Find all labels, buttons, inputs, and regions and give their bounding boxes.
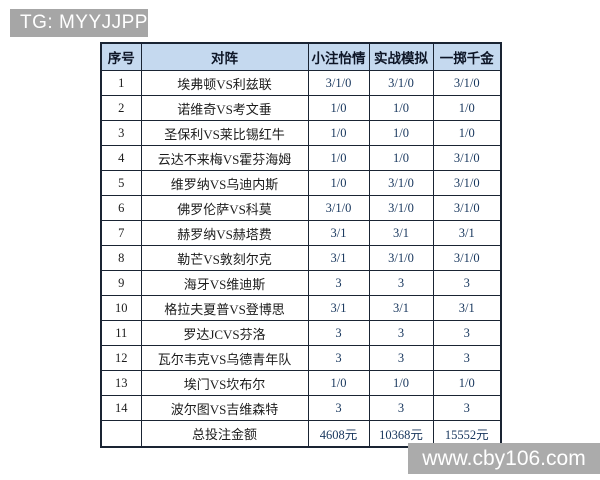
simulation-cell: 3 <box>368 270 434 296</box>
small-bet-cell: 1/0 <box>307 145 370 171</box>
table-row: 14 波尔图VS吉维森特 3 3 3 <box>100 395 502 421</box>
small-bet-cell: 1/0 <box>307 170 370 196</box>
big-bet-cell: 3/1/0 <box>432 195 502 221</box>
small-bet-cell: 3/1/0 <box>307 195 370 221</box>
simulation-cell: 1/0 <box>368 95 434 121</box>
simulation-cell: 3 <box>368 345 434 371</box>
simulation-cell: 3/1/0 <box>368 195 434 221</box>
small-bet-cell: 1/0 <box>307 95 370 121</box>
match-cell: 波尔图VS吉维森特 <box>140 395 309 421</box>
big-bet-cell: 3/1 <box>432 220 502 246</box>
match-cell: 罗达JCVS芬洛 <box>140 320 309 346</box>
col-header-small-bet: 小注怡情 <box>307 42 370 71</box>
table-row: 1 埃弗顿VS利兹联 3/1/0 3/1/0 3/1/0 <box>100 70 502 96</box>
small-bet-cell: 3/1 <box>307 220 370 246</box>
small-bet-cell: 3/1 <box>307 295 370 321</box>
big-bet-cell: 3/1/0 <box>432 245 502 271</box>
table-row: 10 格拉夫夏普VS登博思 3/1 3/1 3/1 <box>100 295 502 321</box>
row-index-cell: 12 <box>100 345 142 371</box>
col-header-simulation: 实战模拟 <box>368 42 434 71</box>
table-row: 11 罗达JCVS芬洛 3 3 3 <box>100 320 502 346</box>
total-small-bet-value: 4608元 <box>307 420 370 448</box>
site-watermark: www.cby106.com <box>408 443 600 474</box>
match-cell: 勒芒VS敦刻尔克 <box>140 245 309 271</box>
match-cell: 赫罗纳VS赫塔费 <box>140 220 309 246</box>
row-index-cell: 10 <box>100 295 142 321</box>
row-index-cell: 13 <box>100 370 142 396</box>
small-bet-cell: 3/1 <box>307 245 370 271</box>
big-bet-cell: 3 <box>432 320 502 346</box>
table-row: 8 勒芒VS敦刻尔克 3/1 3/1/0 3/1/0 <box>100 245 502 271</box>
big-bet-cell: 3/1/0 <box>432 145 502 171</box>
row-index-cell: 4 <box>100 145 142 171</box>
big-bet-cell: 3/1/0 <box>432 170 502 196</box>
row-index-cell: 8 <box>100 245 142 271</box>
col-header-matchup: 对阵 <box>140 42 309 71</box>
total-sim-value: 10368元 <box>368 420 434 448</box>
small-bet-cell: 3 <box>307 345 370 371</box>
match-cell: 佛罗伦萨VS科莫 <box>140 195 309 221</box>
row-index-cell: 11 <box>100 320 142 346</box>
simulation-cell: 3/1 <box>368 295 434 321</box>
row-index-cell: 1 <box>100 70 142 96</box>
match-cell: 诺维奇VS考文垂 <box>140 95 309 121</box>
table-row: 2 诺维奇VS考文垂 1/0 1/0 1/0 <box>100 95 502 121</box>
table-row: 5 维罗纳VS乌迪内斯 1/0 3/1/0 3/1/0 <box>100 170 502 196</box>
tg-banner: TG: MYYJJPP <box>10 9 148 37</box>
big-bet-cell: 3 <box>432 395 502 421</box>
row-index-cell: 6 <box>100 195 142 221</box>
simulation-cell: 3/1/0 <box>368 70 434 96</box>
table-row: 7 赫罗纳VS赫塔费 3/1 3/1 3/1 <box>100 220 502 246</box>
big-bet-cell: 1/0 <box>432 370 502 396</box>
col-header-big-bet: 一掷千金 <box>432 42 502 71</box>
match-cell: 格拉夫夏普VS登博思 <box>140 295 309 321</box>
simulation-cell: 1/0 <box>368 370 434 396</box>
match-cell: 圣保利VS莱比锡红牛 <box>140 120 309 146</box>
total-row: 总投注金额 4608元 10368元 15552元 <box>100 420 502 448</box>
col-header-index: 序号 <box>100 42 142 71</box>
table-row: 3 圣保利VS莱比锡红牛 1/0 1/0 1/0 <box>100 120 502 146</box>
small-bet-cell: 1/0 <box>307 120 370 146</box>
small-bet-cell: 1/0 <box>307 370 370 396</box>
big-bet-cell: 3 <box>432 345 502 371</box>
simulation-cell: 3 <box>368 395 434 421</box>
big-bet-cell: 3/1 <box>432 295 502 321</box>
row-index-cell: 2 <box>100 95 142 121</box>
table-row: 12 瓦尔韦克VS乌德青年队 3 3 3 <box>100 345 502 371</box>
small-bet-cell: 3 <box>307 270 370 296</box>
row-index-cell: 3 <box>100 120 142 146</box>
simulation-cell: 1/0 <box>368 145 434 171</box>
match-cell: 埃弗顿VS利兹联 <box>140 70 309 96</box>
row-index-cell: 7 <box>100 220 142 246</box>
match-cell: 海牙VS维迪斯 <box>140 270 309 296</box>
small-bet-cell: 3/1/0 <box>307 70 370 96</box>
table-row: 9 海牙VS维迪斯 3 3 3 <box>100 270 502 296</box>
match-cell: 瓦尔韦克VS乌德青年队 <box>140 345 309 371</box>
match-cell: 云达不来梅VS霍芬海姆 <box>140 145 309 171</box>
match-cell: 埃门VS坎布尔 <box>140 370 309 396</box>
big-bet-cell: 1/0 <box>432 120 502 146</box>
big-bet-cell: 3/1/0 <box>432 70 502 96</box>
table-row: 13 埃门VS坎布尔 1/0 1/0 1/0 <box>100 370 502 396</box>
simulation-cell: 3/1/0 <box>368 170 434 196</box>
total-label: 总投注金额 <box>140 420 309 448</box>
betting-table: 序号 对阵 小注怡情 实战模拟 一掷千金 1 埃弗顿VS利兹联 3/1/0 3/1/0… <box>100 42 502 448</box>
simulation-cell: 3/1/0 <box>368 245 434 271</box>
simulation-cell: 3/1 <box>368 220 434 246</box>
big-bet-cell: 1/0 <box>432 95 502 121</box>
row-index-cell: 14 <box>100 395 142 421</box>
row-index-cell: 5 <box>100 170 142 196</box>
total-empty-cell <box>100 420 142 448</box>
match-cell: 维罗纳VS乌迪内斯 <box>140 170 309 196</box>
header-row: 序号 对阵 小注怡情 实战模拟 一掷千金 <box>100 42 502 71</box>
simulation-cell: 1/0 <box>368 120 434 146</box>
table-row: 6 佛罗伦萨VS科莫 3/1/0 3/1/0 3/1/0 <box>100 195 502 221</box>
simulation-cell: 3 <box>368 320 434 346</box>
row-index-cell: 9 <box>100 270 142 296</box>
table-row: 4 云达不来梅VS霍芬海姆 1/0 1/0 3/1/0 <box>100 145 502 171</box>
small-bet-cell: 3 <box>307 320 370 346</box>
big-bet-cell: 3 <box>432 270 502 296</box>
small-bet-cell: 3 <box>307 395 370 421</box>
